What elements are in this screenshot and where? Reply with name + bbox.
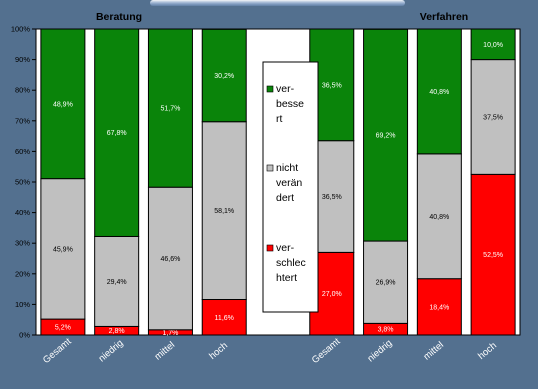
data-label: 36,5% [322,82,342,89]
legend: ver-besse rt nicht verän dert ver-schlec htert [262,61,319,313]
data-label: 48,9% [53,101,73,108]
data-label: 52,5% [483,252,503,259]
bar-segment-verbessert [147,28,193,188]
group-title: Beratung [96,11,142,23]
x-category-label: hoch [207,340,230,362]
x-category-label: mittel [421,340,445,363]
y-tick-label: 60% [15,147,30,156]
data-label: 3,8% [378,327,394,334]
bar-segment-verschlechtert [470,173,516,336]
legend-label-verschlechtert: htert [276,272,297,284]
data-label: 67,8% [107,130,127,137]
data-label: 18,4% [429,304,449,311]
bar-segment-nicht_veraendert [416,153,462,280]
y-tick-label: 30% [15,239,30,248]
y-tick-label: 80% [15,86,30,95]
bar-segment-nicht_veraendert [363,240,409,324]
legend-box [262,61,319,313]
x-category-label: hoch [476,340,499,362]
data-label: 30,2% [214,73,234,80]
y-tick-label: 0% [19,331,30,340]
data-label: 58,1% [214,208,234,215]
legend-label-verbessert: ver- [276,83,295,95]
legend-label-verschlechtert: ver- [276,242,295,254]
data-label: 10,0% [483,42,503,49]
legend-swatch-nicht_veraendert [266,164,274,172]
legend-swatch-verbessert [266,85,274,93]
legend-label-verbessert: besse [276,98,304,110]
y-tick-label: 70% [15,116,30,125]
data-label: 2,8% [109,328,125,335]
bar-segment-nicht_veraendert [40,178,86,320]
y-tick-label: 90% [15,55,30,64]
data-label: 29,4% [107,279,127,286]
bar-segment-verbessert [416,28,462,155]
data-label: 45,9% [53,246,73,253]
bar-segment-verbessert [470,28,516,61]
bar-segment-verbessert [94,28,140,237]
x-category-label: Gesamt [310,336,343,366]
data-label: 40,8% [429,89,449,96]
group-title: Verfahren [420,11,468,23]
legend-label-nicht_veraendert: nicht [276,162,298,174]
bar-segment-verbessert [201,28,247,123]
x-category-label: niedrig [97,338,126,365]
y-tick-label: 50% [15,178,30,187]
bar-segment-nicht_veraendert [201,121,247,301]
y-tick-label: 20% [15,269,30,278]
legend-label-nicht_veraendert: dert [276,192,294,204]
data-label: 46,6% [161,256,181,263]
legend-label-verschlechtert: schlec [276,257,306,269]
data-label: 1,7% [162,330,178,337]
bar-segment-verschlechtert [201,299,247,336]
data-label: 27,0% [322,291,342,298]
bar-segment-nicht_veraendert [94,235,140,327]
y-tick-label: 10% [15,300,30,309]
data-label: 26,9% [376,280,396,287]
bar-segment-nicht_veraendert [470,59,516,175]
x-category-label: Gesamt [41,336,74,366]
data-label: 5,2% [55,325,71,332]
y-tick-label: 40% [15,208,30,217]
data-label: 37,5% [483,114,503,121]
x-category-label: niedrig [365,338,394,365]
bar-segment-verbessert [40,28,86,180]
data-label: 69,2% [376,133,396,140]
x-category-label: mittel [153,340,177,363]
data-label: 11,6% [215,315,234,322]
legend-label-verbessert: rt [276,113,282,125]
data-label: 40,8% [429,214,449,221]
bar-segment-nicht_veraendert [147,186,193,331]
data-label: 51,7% [161,106,181,113]
legend-swatch-verschlechtert [266,244,274,252]
legend-label-nicht_veraendert: verän [276,177,302,189]
data-label: 36,5% [322,194,342,201]
top-glow-decoration [150,0,405,6]
y-tick-label: 100% [11,25,31,34]
bar-segment-verbessert [363,28,409,242]
bar-segment-verschlechtert [416,278,462,336]
